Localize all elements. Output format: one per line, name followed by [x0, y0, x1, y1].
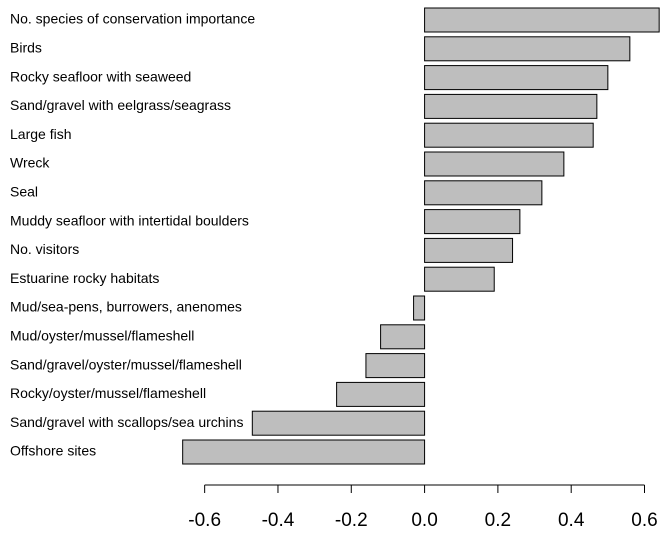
bar [182, 439, 426, 465]
bar [424, 151, 565, 177]
category-label: Offshore sites [10, 443, 96, 459]
category-label: Mud/oyster/mussel/flameshell [10, 328, 194, 344]
bar [424, 122, 594, 148]
bar [424, 36, 631, 62]
x-tick-label: -0.6 [188, 510, 221, 531]
category-label: No. visitors [10, 241, 79, 257]
category-label: Estuarine rocky habitats [10, 270, 159, 286]
x-tick-label: -0.2 [335, 510, 368, 531]
category-label: Seal [10, 184, 38, 200]
x-tick-label: 0.2 [485, 510, 511, 531]
category-label: Rocky seafloor with seaweed [10, 68, 191, 84]
x-tick-label: 0.0 [411, 510, 437, 531]
category-label: Sand/gravel with scallops/sea urchins [10, 414, 243, 430]
category-label: Muddy seafloor with intertidal boulders [10, 212, 249, 228]
bar [424, 65, 609, 91]
category-label: Mud/sea-pens, burrowers, anenomes [10, 299, 242, 315]
bar [251, 410, 426, 436]
bar [380, 324, 426, 350]
bar [424, 7, 660, 33]
bar [424, 180, 543, 206]
x-tick-label: -0.4 [262, 510, 295, 531]
x-tick-label: 0.6 [631, 510, 657, 531]
bar [424, 266, 495, 292]
bar [413, 295, 426, 321]
bar [424, 237, 514, 263]
category-label: Wreck [10, 155, 50, 171]
x-tick-label: 0.4 [558, 510, 585, 531]
bar [424, 93, 598, 119]
category-label: Birds [10, 40, 42, 56]
category-label: Large fish [10, 126, 71, 142]
category-label: Sand/gravel with eelgrass/seagrass [10, 97, 231, 113]
bar [424, 209, 521, 235]
category-label: Sand/gravel/oyster/mussel/flameshell [10, 356, 242, 372]
bar [336, 381, 426, 407]
bar [365, 353, 426, 379]
category-label: No. species of conservation importance [10, 11, 255, 27]
category-label: Rocky/oyster/mussel/flameshell [10, 385, 206, 401]
